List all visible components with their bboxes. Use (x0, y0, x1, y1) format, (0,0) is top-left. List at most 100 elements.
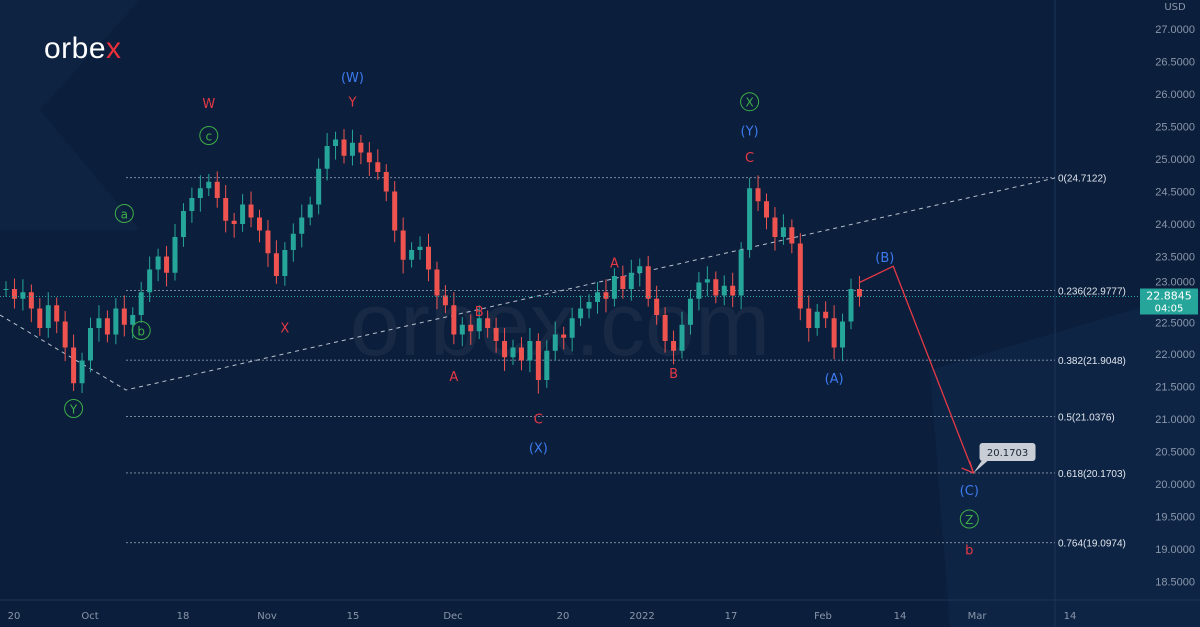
price-tick-label: 23.0000 (1155, 277, 1195, 289)
candle-body (578, 308, 584, 319)
candle-body (392, 191, 398, 231)
wave-label: X (280, 321, 289, 336)
wave-label: X (745, 96, 753, 110)
wave-label-circle (114, 204, 134, 223)
candle-body (459, 324, 465, 335)
time-tick-label: 18 (177, 611, 190, 622)
candle-body (223, 198, 229, 221)
candle-body (713, 279, 719, 296)
candle-body (383, 172, 389, 192)
candle-body (273, 253, 279, 276)
candle-body (823, 311, 829, 319)
candle-body (299, 217, 305, 234)
candle-body (527, 341, 533, 361)
candle-body (848, 289, 854, 322)
wave-label: C (745, 151, 754, 166)
price-tick-label: 18.5000 (1155, 577, 1195, 589)
bg-chevron (0, 0, 140, 230)
target-callout-value: 20.1703 (987, 448, 1028, 459)
price-tick-label: 19.0000 (1155, 544, 1195, 556)
price-tick-label: 19.5000 (1155, 512, 1195, 524)
candle-body (764, 201, 769, 218)
fib-level-label: 0.764(19.0974) (1058, 539, 1126, 550)
wave-label: Y (69, 403, 78, 417)
candle-body (510, 347, 516, 358)
candle-body (645, 266, 651, 299)
candle-body (772, 217, 778, 237)
candle-body (738, 250, 744, 296)
time-tick-label: 15 (347, 611, 360, 622)
candle-body (797, 243, 803, 309)
candle-body (535, 341, 541, 380)
candle-body (155, 256, 161, 270)
candle-body (375, 162, 381, 172)
wave-label: A (449, 370, 458, 385)
candle-body (45, 305, 51, 328)
candle-body (113, 308, 119, 335)
candle-body (358, 142, 364, 153)
candle-body (265, 230, 271, 254)
time-tick-label: Dec (443, 611, 462, 622)
candle-body (214, 181, 220, 198)
bg-panel (930, 290, 1200, 627)
candle-body (704, 279, 710, 283)
price-tick-label: 20.5000 (1155, 447, 1195, 459)
price-tick-label: 27.0000 (1155, 24, 1195, 36)
price-tick-label: 26.5000 (1155, 57, 1195, 69)
price-tick-label: 25.5000 (1155, 122, 1195, 134)
candle-body (518, 347, 524, 361)
candle-body (11, 289, 17, 299)
candle-body (130, 315, 136, 325)
candle-body (20, 292, 26, 299)
candle-body (789, 227, 795, 244)
candle-body (282, 250, 288, 276)
candle-body (96, 318, 102, 328)
wave-label: (C) (960, 484, 979, 499)
candle-body (54, 305, 60, 322)
price-tick-label: 22.0000 (1155, 349, 1195, 361)
candle-body (442, 295, 448, 306)
time-tick-label: 2022 (629, 611, 654, 622)
wave-label: b (137, 325, 145, 339)
candle-body (172, 237, 178, 273)
dashed-trendline (0, 177, 1056, 391)
wave-label-circle (131, 321, 151, 340)
candle-body (180, 211, 186, 237)
candle-body (747, 188, 753, 250)
candle-body (561, 334, 567, 338)
candle-body (671, 341, 677, 351)
wave-label: (X) (529, 442, 548, 457)
candle-body (544, 350, 550, 380)
candle-body (654, 298, 660, 315)
candle-body (240, 204, 246, 224)
candle-body (586, 302, 592, 309)
candle-body (400, 230, 406, 260)
wave-label: a (121, 208, 128, 222)
price-tick-label: 24.0000 (1155, 219, 1195, 231)
candle-body (856, 289, 862, 297)
candle-body (197, 188, 203, 198)
price-tick-label: 21.5000 (1155, 382, 1195, 394)
candle-body (696, 282, 702, 299)
candle-body (3, 289, 9, 290)
price-tick-label: 20.0000 (1155, 479, 1195, 491)
candle-body (806, 308, 812, 328)
wave-label-circle (64, 399, 84, 418)
candle-body (569, 318, 575, 338)
candle-body (814, 311, 820, 328)
candle-body (637, 266, 643, 273)
fib-level-label: 0.618(20.1703) (1058, 469, 1126, 480)
candle-body (687, 298, 693, 325)
candle-body (426, 246, 431, 270)
candle-body (104, 318, 110, 335)
candle-body (79, 360, 85, 384)
wave-label: A (610, 256, 619, 271)
fib-level-label: 0.382(21.9048) (1058, 356, 1126, 367)
wave-label-circle (740, 92, 760, 112)
candle-body (147, 269, 153, 293)
countdown-timer: 04:05 (1155, 304, 1184, 315)
fib-level-label: 0.236(22.9777) (1058, 286, 1126, 297)
candle-body (628, 272, 634, 289)
